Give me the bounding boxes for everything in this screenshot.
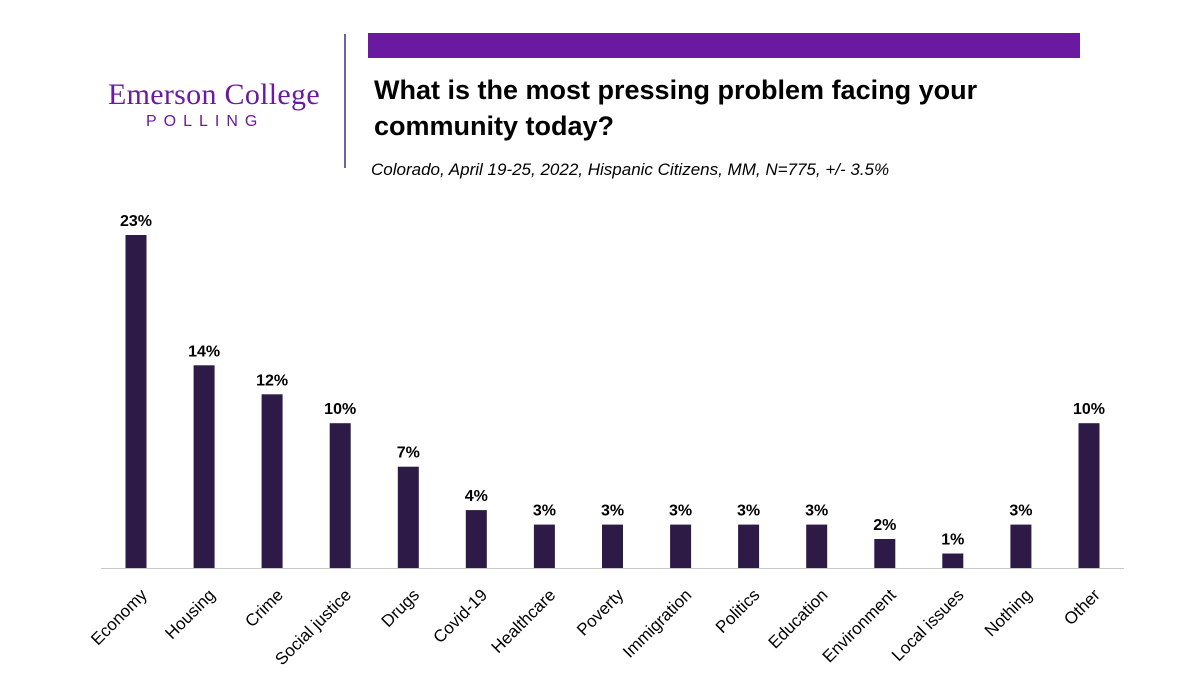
value-label: 1% bbox=[941, 532, 964, 549]
bar-poverty bbox=[602, 524, 623, 568]
bar-education bbox=[806, 524, 828, 568]
x-tick-label: Education bbox=[765, 585, 832, 652]
value-label: 3% bbox=[737, 503, 760, 520]
bar-other bbox=[1078, 423, 1100, 568]
value-labels-group: 23% 14% 12% 10% 7% 4% 3% 3% 3% 3% 3% 2% 1% 3% 10% bbox=[120, 213, 1105, 549]
chart-subtitle: Colorado, April 19-25, 2022, Hispanic Ci… bbox=[371, 160, 890, 179]
header-divider bbox=[344, 34, 346, 168]
value-label: 3% bbox=[805, 503, 828, 520]
bar-housing bbox=[193, 365, 215, 568]
value-label: 3% bbox=[669, 503, 692, 520]
x-tick-label: Local issues bbox=[888, 585, 968, 665]
accent-bar bbox=[368, 33, 1080, 58]
x-tick-label: Poverty bbox=[573, 585, 628, 640]
x-tick-label: Other bbox=[1060, 585, 1104, 629]
value-label: 3% bbox=[533, 503, 556, 520]
value-label: 10% bbox=[324, 401, 356, 418]
bar-economy bbox=[125, 235, 147, 568]
bars-group bbox=[125, 235, 1100, 568]
bar-drugs bbox=[397, 466, 419, 568]
value-label: 10% bbox=[1073, 401, 1105, 418]
bar-immigration bbox=[670, 524, 692, 568]
chart-title: What is the most pressing problem facing… bbox=[374, 75, 978, 141]
value-label: 4% bbox=[465, 488, 488, 505]
x-tick-label: Covid-19 bbox=[430, 585, 492, 647]
bar-politics bbox=[738, 524, 760, 568]
x-tick-label: Economy bbox=[87, 585, 151, 649]
value-label: 2% bbox=[873, 517, 896, 534]
value-label: 12% bbox=[256, 372, 288, 389]
bar-social-justice bbox=[329, 423, 351, 568]
bar-crime bbox=[261, 394, 283, 568]
x-tick-label: Healthcare bbox=[488, 585, 560, 657]
value-label: 3% bbox=[601, 503, 624, 520]
value-label: 7% bbox=[397, 445, 420, 462]
logo-name: Emerson College bbox=[108, 78, 320, 111]
value-label: 3% bbox=[1009, 503, 1032, 520]
x-tick-label: Housing bbox=[161, 585, 219, 643]
bar-healthcare bbox=[533, 524, 555, 568]
bar-nothing bbox=[1010, 524, 1032, 568]
x-tick-label: Drugs bbox=[378, 585, 424, 631]
bar-environment bbox=[874, 539, 896, 568]
bar-covid-19 bbox=[465, 510, 487, 568]
x-tick-label: Nothing bbox=[981, 585, 1036, 640]
x-tick-label: Crime bbox=[241, 585, 286, 630]
value-label: 23% bbox=[120, 213, 152, 230]
x-tick-label: Politics bbox=[712, 585, 764, 637]
logo-subtitle: POLLING bbox=[146, 113, 265, 130]
x-tick-label: Environment bbox=[819, 585, 900, 666]
bar-local-issues bbox=[942, 553, 964, 568]
x-tick-label: Immigration bbox=[619, 585, 695, 661]
value-label: 14% bbox=[188, 343, 220, 360]
